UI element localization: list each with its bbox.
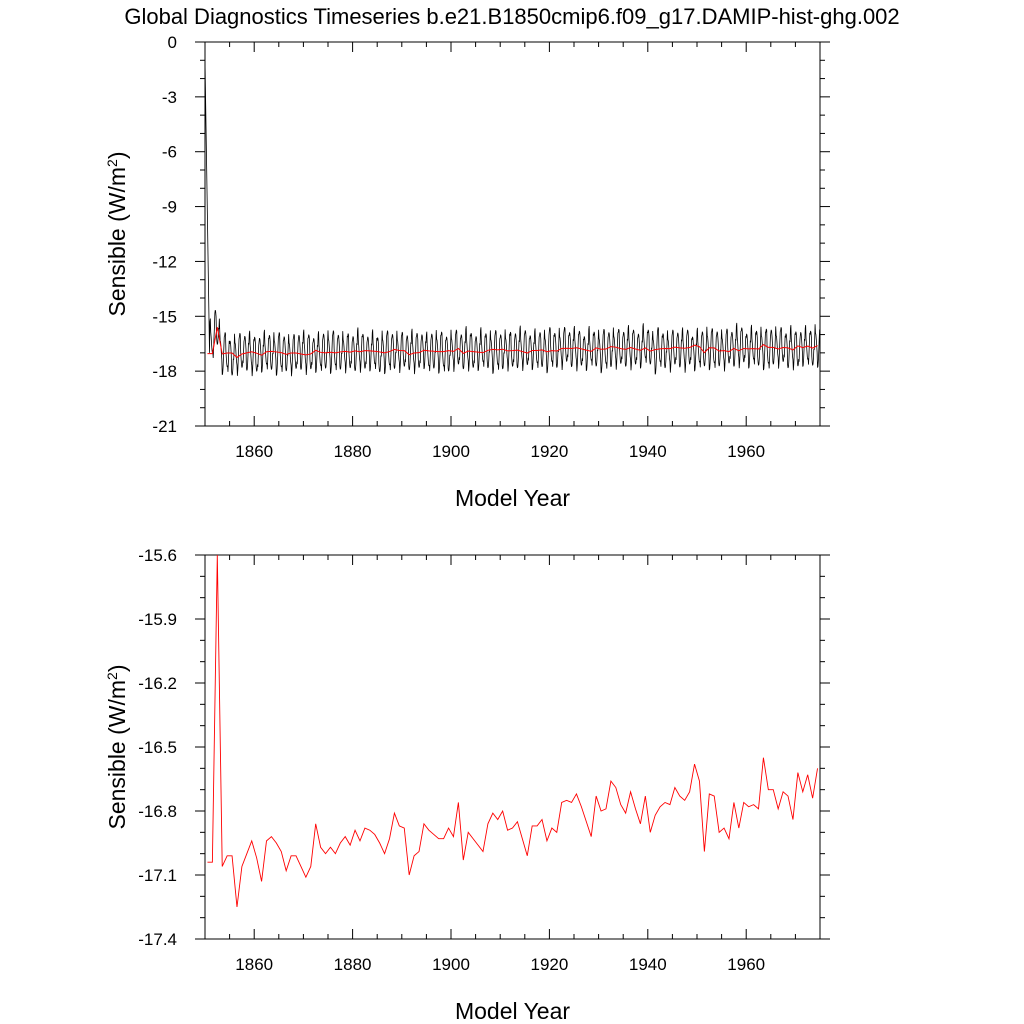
x-tick-label: 1920 — [530, 955, 568, 974]
y-axis-title: Sensible (W/m2) — [104, 664, 130, 829]
series-line-monthly — [205, 60, 820, 377]
plot-frame — [204, 554, 821, 940]
lower-panel: 1860 1880 1900 1920 1940 1960 -15.6 -15.9 -16.2 -… — [104, 546, 830, 1024]
x-tick-label: 1960 — [727, 442, 765, 461]
y-tick-label: -16.8 — [138, 802, 177, 821]
figure-title: Global Diagnostics Timeseries b.e21.B185… — [124, 4, 899, 29]
upper-panel: 1860 1880 1900 1920 1940 1960 0 -3 -6 -9 -12 -15 -18… — [104, 33, 830, 511]
x-tick-label: 1940 — [629, 955, 667, 974]
x-tick-label: 1860 — [235, 955, 273, 974]
plot-frame — [204, 41, 821, 427]
x-tick-label: 1940 — [629, 442, 667, 461]
y-tick-label: -21 — [152, 417, 177, 436]
y-tick-label: -18 — [152, 362, 177, 381]
x-tick-label: 1880 — [334, 442, 372, 461]
x-tick-label: 1960 — [727, 955, 765, 974]
y-tick-label: 0 — [168, 33, 177, 52]
x-tick-label: 1900 — [432, 955, 470, 974]
x-tick-label: 1880 — [334, 955, 372, 974]
series-line-annual — [207, 555, 818, 908]
y-tick-label: -17.4 — [138, 930, 177, 949]
x-axis-title: Model Year — [455, 485, 570, 511]
y-tick-label: -9 — [162, 198, 177, 217]
y-axis-title: Sensible (W/m2) — [104, 151, 130, 316]
y-tick-label: -16.5 — [138, 738, 177, 757]
y-tick-label: -15.9 — [138, 610, 177, 629]
x-tick-label: 1920 — [530, 442, 568, 461]
x-axis-title: Model Year — [455, 998, 570, 1024]
y-tick-label: -15.6 — [138, 546, 177, 565]
y-tick-label: -3 — [162, 88, 177, 107]
x-tick-label: 1860 — [235, 442, 273, 461]
x-tick-label: 1900 — [432, 442, 470, 461]
y-tick-label: -15 — [152, 307, 177, 326]
y-tick-label: -16.2 — [138, 674, 177, 693]
y-tick-label: -12 — [152, 252, 177, 271]
y-tick-label: -17.1 — [138, 866, 177, 885]
y-tick-label: -6 — [162, 143, 177, 162]
